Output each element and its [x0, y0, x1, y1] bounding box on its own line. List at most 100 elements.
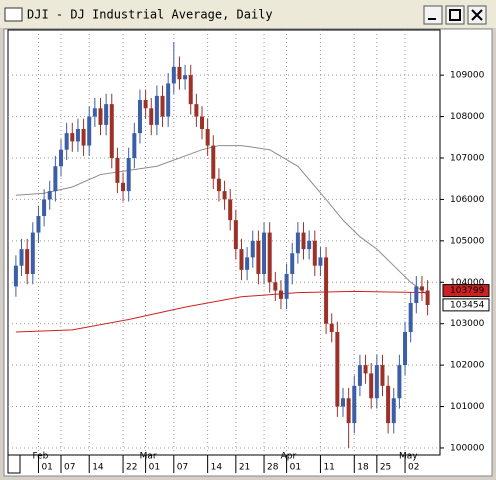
candle-body: [98, 108, 103, 125]
candle-body: [391, 398, 396, 424]
x-tick-label: 11: [323, 463, 334, 473]
month-label: Feb: [32, 452, 48, 462]
y-tick-label: 106000: [450, 195, 485, 205]
candle-body: [425, 290, 430, 306]
x-tick-label: 07: [64, 463, 75, 473]
candle-body: [290, 253, 295, 274]
candle-body: [386, 385, 391, 424]
candle-body: [335, 331, 340, 407]
candle-body: [104, 104, 109, 125]
candle-body: [13, 265, 18, 287]
candle-body: [346, 398, 351, 424]
candle-body: [53, 166, 58, 192]
candle-body: [19, 249, 24, 266]
close-icon: [471, 9, 483, 21]
x-tick-label: 01: [290, 463, 301, 473]
candle-body: [115, 157, 120, 183]
candle-body: [132, 133, 137, 158]
candle-body: [59, 149, 64, 167]
candle-body: [109, 104, 114, 158]
maximize-button[interactable]: [445, 5, 465, 25]
chart-area: [3, 28, 493, 477]
candle-body: [301, 232, 306, 250]
price-label: 103454: [450, 300, 485, 310]
candle-body: [188, 75, 193, 105]
candle-body: [194, 104, 199, 117]
candle-body: [177, 66, 182, 80]
candle-body: [284, 273, 289, 299]
candle-body: [262, 232, 267, 274]
candle-body: [233, 220, 238, 250]
moving-average: [15, 290, 428, 333]
window-title: DJI - DJ Industrial Average, Daily: [27, 8, 273, 22]
candle-body: [278, 290, 283, 299]
candle-body: [75, 129, 80, 142]
candle-body: [143, 100, 148, 109]
candle-body: [149, 108, 154, 125]
candle-body: [324, 257, 329, 324]
candle-body: [81, 129, 86, 146]
x-tick-label: 14: [92, 463, 104, 473]
candle-body: [30, 232, 35, 274]
candle-body: [403, 331, 408, 366]
candle-body: [245, 257, 250, 270]
candle-body: [87, 116, 92, 146]
month-label: May: [399, 452, 418, 462]
y-tick-label: 102000: [450, 361, 485, 371]
y-tick-label: 108000: [450, 112, 485, 122]
candle-body: [318, 257, 323, 266]
candle-body: [211, 145, 216, 179]
candle-body: [340, 398, 345, 407]
candle-body: [419, 286, 424, 291]
candle-body: [256, 240, 261, 274]
candle-body: [92, 108, 97, 117]
candle-body: [273, 282, 278, 291]
candle-body: [205, 129, 210, 146]
month-label: Mar: [140, 452, 157, 462]
y-tick-label: 107000: [450, 153, 485, 163]
candle-body: [47, 191, 52, 200]
candle-body: [363, 365, 368, 374]
candle-body: [126, 157, 131, 192]
candle-body: [374, 365, 379, 399]
candle-body: [70, 133, 75, 142]
candle-body: [183, 75, 188, 80]
price-label-box: [442, 298, 490, 312]
candle-body: [357, 365, 362, 386]
y-tick-label: 104000: [450, 278, 485, 288]
candle-body: [137, 100, 142, 134]
candle-body: [64, 133, 69, 150]
price-label-box: [442, 284, 490, 298]
candle-body: [380, 365, 385, 386]
candle-body: [200, 116, 205, 130]
candle-body: [160, 95, 165, 117]
x-tick-label: 28: [267, 463, 279, 473]
y-tick-label: 105000: [450, 236, 485, 246]
candle-body: [312, 240, 317, 266]
x-tick-label: 14: [211, 463, 223, 473]
candle-body: [397, 365, 402, 399]
candle-body: [239, 249, 244, 270]
x-tick-label: 21: [239, 463, 250, 473]
x-tick-label: 18: [357, 463, 369, 473]
x-tick-label: 25: [380, 463, 391, 473]
candle-body: [408, 302, 413, 332]
candle-body: [36, 215, 41, 233]
candle-body: [166, 83, 171, 117]
y-tick-label: 101000: [450, 402, 485, 412]
y-tick-label: 109000: [450, 71, 485, 81]
minimize-button[interactable]: [423, 5, 443, 25]
window-buttons[interactable]: [423, 5, 487, 25]
candle-body: [25, 249, 30, 274]
candle-body: [42, 199, 47, 216]
title-bar: [0, 0, 496, 28]
candle-body: [216, 178, 221, 192]
scroll-box[interactable]: [7, 454, 21, 474]
x-tick-label: 01: [41, 463, 52, 473]
candle-body: [329, 323, 334, 332]
month-label: Apr: [281, 452, 297, 462]
price-label: 103799: [450, 286, 485, 296]
candle-body: [154, 95, 159, 125]
candle-body: [171, 66, 176, 84]
